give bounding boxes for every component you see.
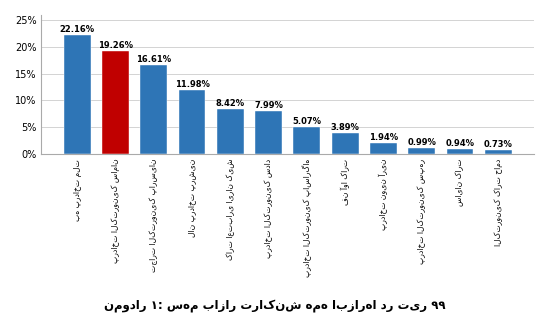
Bar: [64, 35, 91, 154]
Text: 0.73%: 0.73%: [484, 140, 513, 149]
Text: نمودار ۱: سهم بازار تراکنش همه ابزارها در تیر ۹۹: نمودار ۱: سهم بازار تراکنش همه ابزارها د…: [104, 300, 445, 312]
Bar: [102, 51, 129, 154]
Bar: [332, 133, 358, 154]
Text: 22.16%: 22.16%: [60, 25, 95, 35]
Text: 11.98%: 11.98%: [175, 80, 210, 89]
Text: 1.94%: 1.94%: [369, 133, 398, 142]
Text: 8.42%: 8.42%: [216, 99, 245, 108]
Bar: [141, 65, 167, 154]
Text: 16.61%: 16.61%: [136, 55, 171, 64]
Bar: [255, 111, 282, 154]
Text: 5.07%: 5.07%: [293, 117, 321, 126]
Bar: [178, 90, 205, 154]
Text: 0.99%: 0.99%: [407, 138, 436, 148]
Text: 0.94%: 0.94%: [445, 139, 474, 148]
Bar: [294, 127, 320, 154]
Bar: [408, 149, 435, 154]
Text: 19.26%: 19.26%: [98, 41, 133, 50]
Text: 3.89%: 3.89%: [330, 123, 360, 132]
Bar: [217, 109, 244, 154]
Bar: [370, 143, 397, 154]
Bar: [446, 149, 473, 154]
Bar: [485, 150, 512, 154]
Text: 7.99%: 7.99%: [254, 101, 283, 110]
